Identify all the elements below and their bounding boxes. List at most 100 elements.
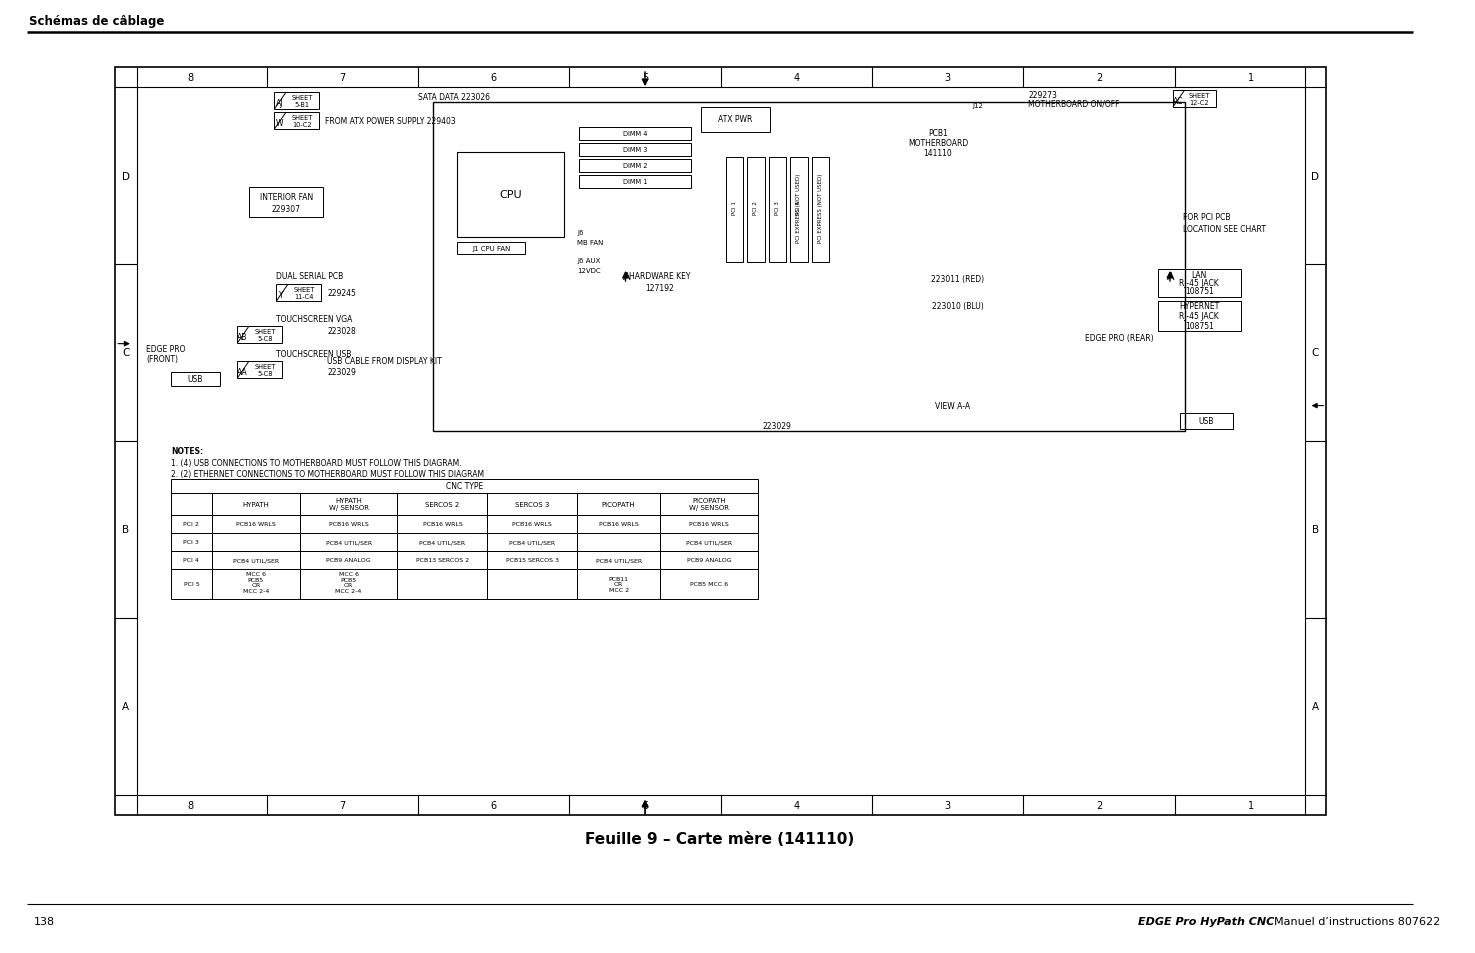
Text: D: D — [122, 172, 130, 181]
Text: SHEET: SHEET — [294, 287, 316, 293]
Text: 4: 4 — [794, 801, 799, 810]
Text: SHEET: SHEET — [1189, 93, 1211, 99]
Bar — [299, 534, 397, 552]
Text: EDGE Pro HyPath CNC: EDGE Pro HyPath CNC — [1137, 916, 1274, 926]
Text: 10-C2: 10-C2 — [292, 122, 313, 128]
Bar — [661, 569, 758, 599]
Text: 223011 (RED): 223011 (RED) — [931, 275, 984, 284]
Text: 223028: 223028 — [327, 327, 355, 336]
Text: VIEW A-A: VIEW A-A — [935, 402, 971, 411]
Text: USB CABLE FROM DISPLAY KIT: USB CABLE FROM DISPLAY KIT — [327, 357, 442, 366]
Bar — [791, 158, 808, 263]
Text: 141110: 141110 — [923, 149, 953, 157]
Text: 1. (4) USB CONNECTIONS TO MOTHERBOARD MUST FOLLOW THIS DIAGRAM.: 1. (4) USB CONNECTIONS TO MOTHERBOARD MU… — [171, 459, 462, 468]
Bar — [580, 128, 692, 141]
Text: W: W — [276, 118, 283, 128]
Text: 2. (2) ETHERNET CONNECTIONS TO MOTHERBOARD MUST FOLLOW THIS DIAGRAM: 2. (2) ETHERNET CONNECTIONS TO MOTHERBOA… — [171, 470, 484, 479]
Bar — [661, 552, 758, 569]
Text: PCI 4: PCI 4 — [796, 201, 801, 214]
Text: PCB4 UTIL/SER: PCB4 UTIL/SER — [686, 540, 732, 545]
Text: HYPERNET: HYPERNET — [1179, 302, 1220, 312]
Text: Feuille 9 – Carte mère (141110): Feuille 9 – Carte mère (141110) — [586, 832, 854, 846]
Bar — [661, 534, 758, 552]
Text: 223010 (BLU): 223010 (BLU) — [932, 302, 984, 312]
Text: A: A — [1311, 701, 1319, 712]
Text: PICOPATH
W/ SENSOR: PICOPATH W/ SENSOR — [689, 498, 729, 511]
Text: PCB4 UTIL/SER: PCB4 UTIL/SER — [419, 540, 466, 545]
Text: PCB4 UTIL/SER: PCB4 UTIL/SER — [596, 558, 642, 563]
Text: 5: 5 — [642, 801, 648, 810]
Text: 229245: 229245 — [327, 289, 355, 298]
Text: RJ-45 JACK: RJ-45 JACK — [1180, 279, 1220, 288]
Bar — [811, 158, 829, 263]
Bar — [115, 68, 1326, 815]
Bar — [171, 516, 212, 534]
Bar — [768, 158, 786, 263]
Text: 7: 7 — [339, 73, 345, 83]
Text: RJ-45 JACK: RJ-45 JACK — [1180, 313, 1220, 321]
Text: PCB5 MCC 6: PCB5 MCC 6 — [690, 582, 729, 587]
Bar — [1173, 91, 1215, 108]
Text: PCB1: PCB1 — [928, 129, 948, 137]
Text: MCC 6: MCC 6 — [246, 572, 266, 577]
Text: CPU: CPU — [500, 191, 522, 200]
Text: Manuel d’instructions 807622: Manuel d’instructions 807622 — [1274, 916, 1441, 926]
Text: PCB4 UTIL/SER: PCB4 UTIL/SER — [509, 540, 555, 545]
Bar — [212, 494, 299, 516]
Text: 8: 8 — [187, 73, 195, 83]
Text: C: C — [122, 348, 130, 358]
Bar — [397, 516, 487, 534]
Text: 223029: 223029 — [763, 422, 791, 431]
Text: 7: 7 — [339, 801, 345, 810]
Text: SATA DATA 223026: SATA DATA 223026 — [417, 93, 490, 102]
Bar — [661, 516, 758, 534]
Text: Schémas de câblage: Schémas de câblage — [30, 15, 165, 29]
Text: DIMM 4: DIMM 4 — [622, 132, 648, 137]
Text: MOTHERBOARD: MOTHERBOARD — [909, 138, 968, 148]
Bar — [580, 175, 692, 189]
Text: 3: 3 — [945, 801, 951, 810]
Bar — [580, 160, 692, 172]
Bar — [1158, 302, 1242, 332]
Text: PCB5
OR
MCC 2-4: PCB5 OR MCC 2-4 — [335, 578, 361, 594]
Bar — [1158, 270, 1242, 297]
Bar — [237, 327, 282, 344]
Text: 8: 8 — [187, 801, 195, 810]
Text: 223029: 223029 — [327, 368, 355, 377]
Text: DIMM 3: DIMM 3 — [622, 148, 648, 153]
Text: J12: J12 — [972, 103, 984, 109]
Bar — [171, 494, 212, 516]
Text: (FRONT): (FRONT) — [146, 355, 178, 364]
Text: PCB16 WRLS: PCB16 WRLS — [236, 522, 276, 527]
Text: PCI 2: PCI 2 — [183, 522, 199, 527]
Text: AJ: AJ — [276, 98, 283, 108]
Text: J1 CPU FAN: J1 CPU FAN — [472, 246, 510, 252]
Text: USB: USB — [187, 375, 204, 384]
Bar — [212, 552, 299, 569]
Text: PCI 5: PCI 5 — [183, 582, 199, 587]
Text: SERCOS 3: SERCOS 3 — [515, 501, 550, 507]
Bar — [171, 534, 212, 552]
Text: 5: 5 — [642, 73, 648, 83]
Bar — [397, 534, 487, 552]
Text: EDGE PRO: EDGE PRO — [146, 345, 186, 355]
Text: TOUCHSCREEN USB: TOUCHSCREEN USB — [276, 350, 351, 359]
Text: 11-C4: 11-C4 — [295, 294, 314, 300]
Text: PCB5
OR
MCC 2-4: PCB5 OR MCC 2-4 — [243, 578, 268, 594]
Text: 108751: 108751 — [1184, 287, 1214, 296]
Text: SHEET: SHEET — [255, 329, 276, 335]
Text: INTERIOR FAN: INTERIOR FAN — [260, 193, 313, 202]
Text: PCI 3: PCI 3 — [774, 201, 780, 214]
Bar — [457, 243, 525, 254]
Text: B: B — [1311, 525, 1319, 535]
Bar — [171, 479, 758, 494]
Bar — [212, 569, 299, 599]
Text: MOTHERBOARD ON/OFF: MOTHERBOARD ON/OFF — [1028, 99, 1120, 109]
Text: 5-B1: 5-B1 — [295, 102, 310, 108]
Bar — [1180, 414, 1233, 430]
Text: SHEET: SHEET — [292, 115, 313, 121]
Text: NOTES:: NOTES: — [171, 447, 204, 456]
Bar — [212, 534, 299, 552]
Text: PCB4 UTIL/SER: PCB4 UTIL/SER — [326, 540, 372, 545]
Bar — [580, 144, 692, 157]
